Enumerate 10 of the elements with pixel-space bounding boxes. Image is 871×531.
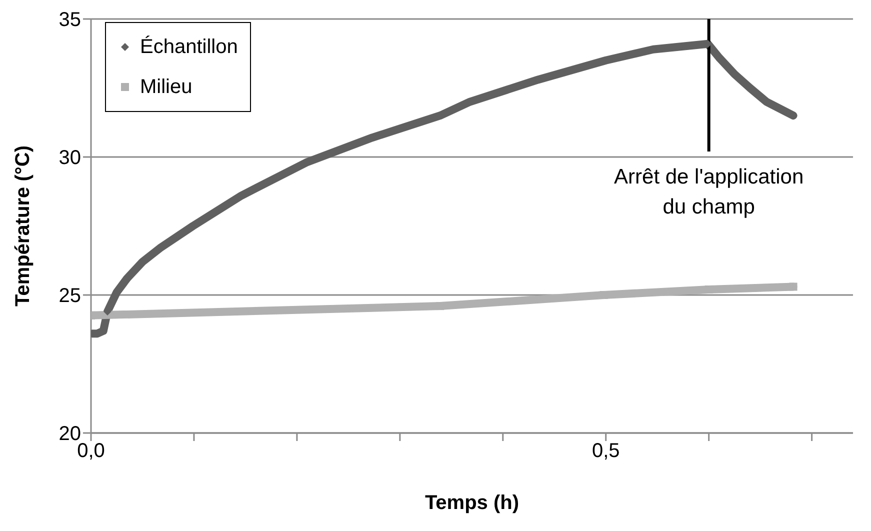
legend-label: Échantillon (140, 36, 238, 58)
y-axis-title: Température (°C) (12, 146, 34, 306)
x-axis-title: Temps (h) (424, 492, 520, 514)
ref-line-label: Arrêt de l'application du champ (614, 165, 804, 218)
x-tick-label: 0,0 (77, 440, 105, 462)
legend-label: Milieu (140, 76, 192, 98)
y-tick-label: 25 (58, 285, 81, 308)
y-tick-label: 35 (58, 9, 81, 32)
x-tick-label: 0,5 (592, 440, 620, 462)
y-tick-label: 30 (58, 147, 81, 170)
